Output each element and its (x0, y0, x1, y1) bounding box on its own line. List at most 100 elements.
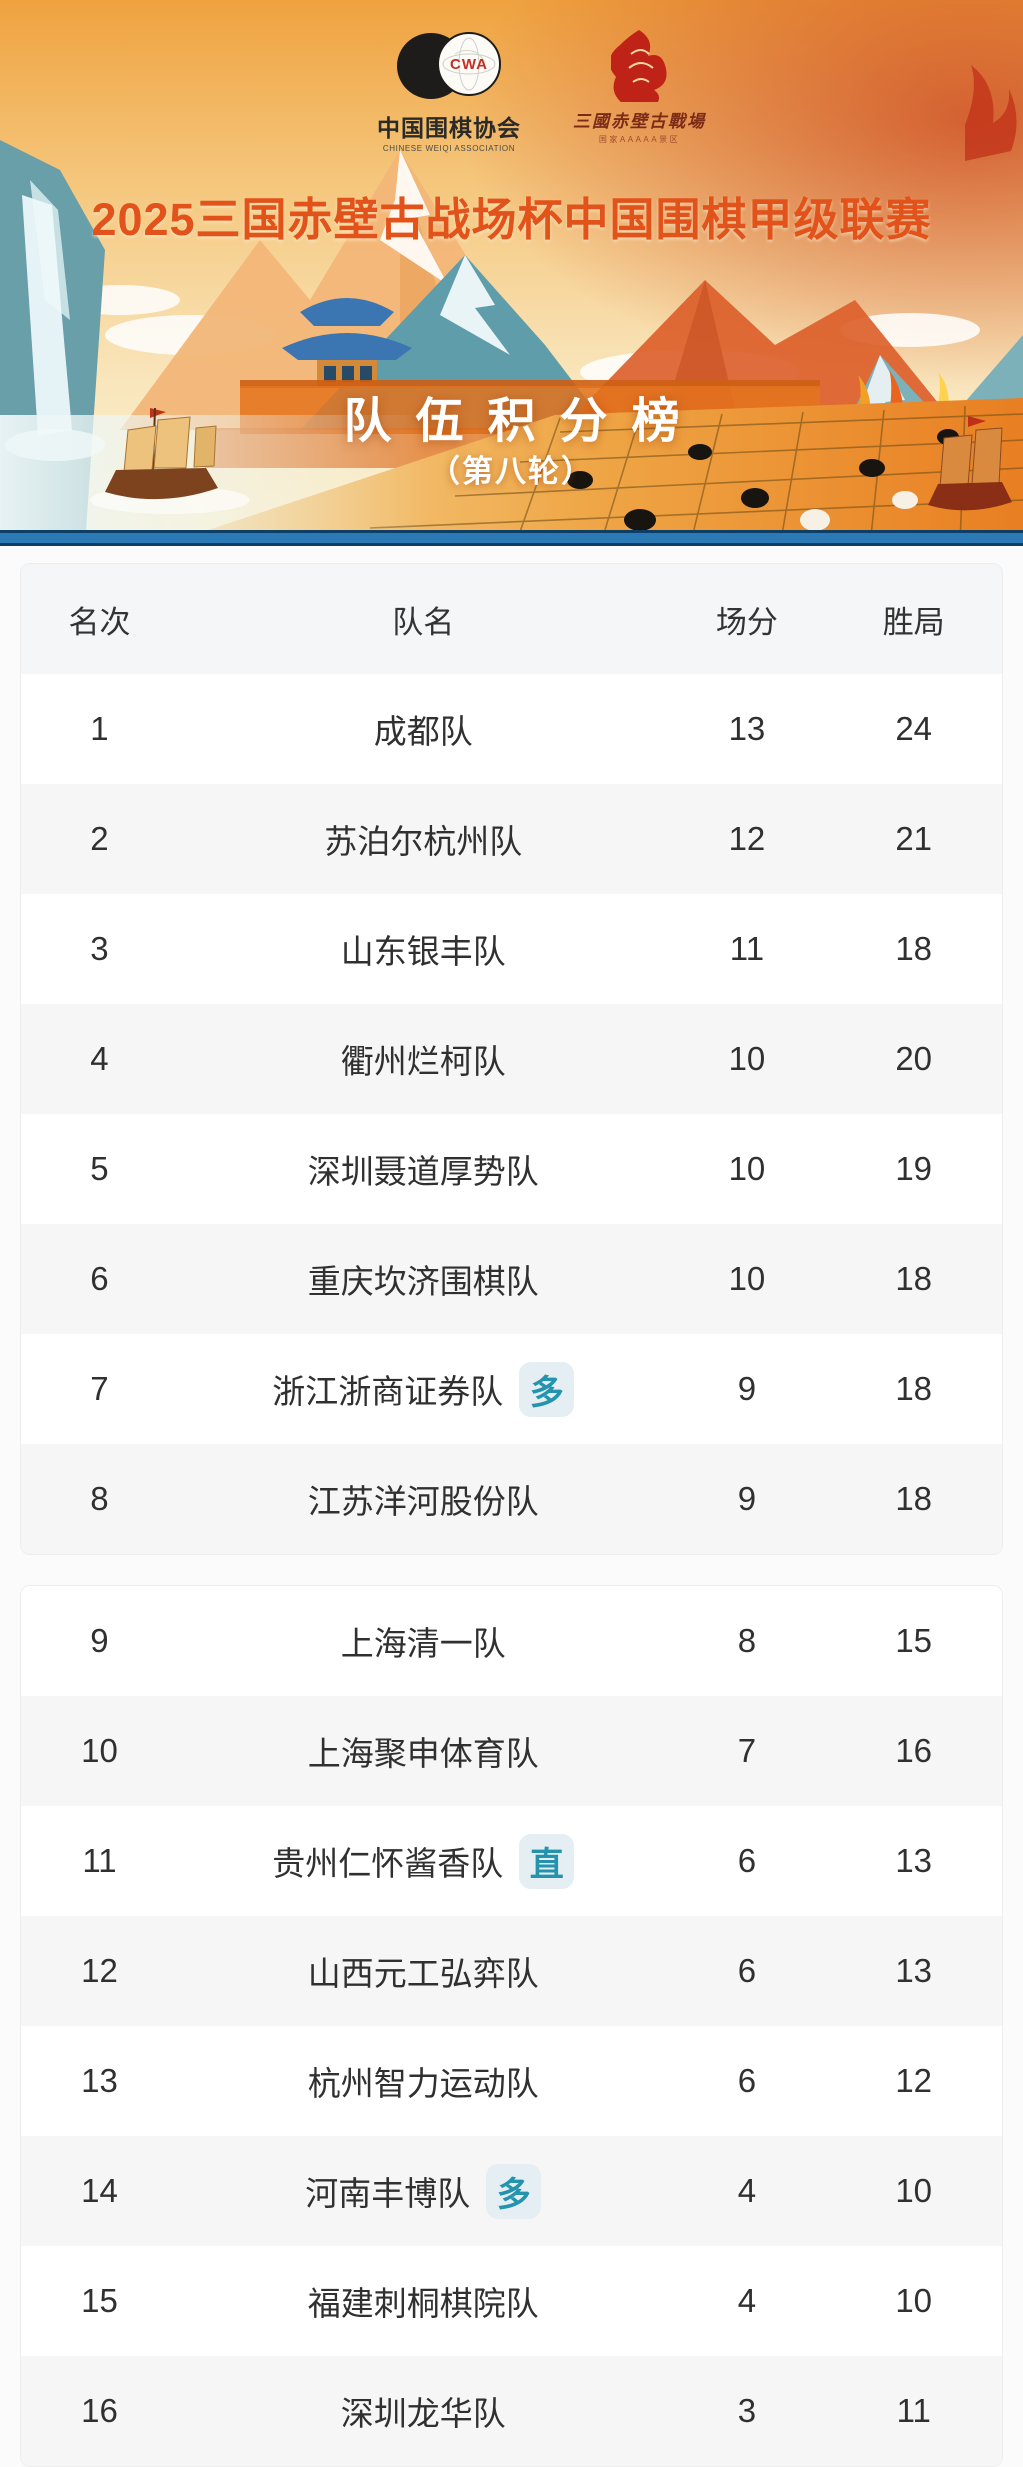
cwa-abbr: CWA (450, 55, 488, 73)
red-seal-icon (610, 30, 667, 102)
team-cell: 上海清一队 (178, 1617, 669, 1665)
rank-value: 9 (90, 1622, 109, 1659)
team-cell: 深圳龙华队 (178, 2387, 669, 2435)
team-cell: 重庆坎济围棋队 (178, 1255, 669, 1303)
standings-card-top: 名次 队名 场分 胜局 1 成都队 13 24 2 苏泊尔杭州队 12 21 3 山东银丰队 11 1… (20, 563, 1003, 1555)
score-value: 10 (728, 1150, 766, 1187)
wins-value: 18 (895, 1370, 933, 1407)
col-header-rank: 名次 (68, 604, 131, 640)
rank-value: 7 (90, 1370, 109, 1407)
cwa-name-en: CHINESE WEIQI ASSOCIATION (382, 144, 516, 153)
rank-value: 10 (81, 1732, 118, 1769)
col-header-score: 场分 (715, 604, 778, 640)
col-header-team: 队名 (392, 604, 455, 640)
score-value: 9 (737, 1370, 757, 1407)
standings-section: 名次 队名 场分 胜局 1 成都队 13 24 2 苏泊尔杭州队 12 21 3 山东银丰队 11 1… (0, 546, 1023, 2467)
event-title: 2025三国赤壁古战场杯中国围棋甲级联赛 (91, 194, 932, 245)
cwa-name-cn: 中国围棋协会 (377, 115, 521, 141)
team-name: 浙江浙商证券队 (272, 1373, 504, 1410)
event-header: CWA 中国围棋协会 CHINESE WEIQI ASSOCIATION 三國赤… (0, 0, 1023, 546)
standings-row-3: 3 山东银丰队 11 18 (21, 894, 1002, 1004)
wins-value: 13 (895, 1952, 933, 1989)
team-name: 重庆坎济围棋队 (307, 1263, 539, 1300)
cwa-go-stones-icon: CWA (397, 30, 501, 102)
standings-row-14: 14 河南丰博队多 4 10 (21, 2136, 1002, 2246)
team-cell: 河南丰博队多 (178, 2163, 669, 2219)
rank-value: 15 (81, 2282, 118, 2319)
wins-value: 10 (895, 2282, 933, 2319)
team-name: 山西元工弘弈队 (307, 1955, 539, 1992)
wins-value: 15 (895, 1622, 933, 1659)
table-header-row: 名次 队名 场分 胜局 (21, 564, 1002, 674)
standings-row-10: 10 上海聚申体育队 7 16 (21, 1696, 1002, 1806)
wins-value: 21 (895, 820, 933, 857)
logo-row: CWA 中国围棋协会 CHINESE WEIQI ASSOCIATION 三國赤… (30, 30, 1023, 153)
score-value: 13 (728, 710, 766, 747)
wins-value: 18 (895, 1260, 933, 1297)
rows-group-9-16: 9 上海清一队 8 15 10 上海聚申体育队 7 16 11 贵州仁怀酱香队直 6 13 12 山西元工… (21, 1586, 1002, 2466)
team-cell: 福建刺桐棋院队 (178, 2277, 669, 2325)
standings-row-1: 1 成都队 13 24 (21, 674, 1002, 784)
standings-row-5: 5 深圳聂道厚势队 10 19 (21, 1114, 1002, 1224)
wins-value: 11 (896, 2392, 931, 2429)
team-cell: 成都队 (178, 705, 669, 753)
team-cell: 山西元工弘弈队 (178, 1947, 669, 1995)
score-value: 7 (737, 1732, 757, 1769)
cwa-logo: CWA 中国围棋协会 CHINESE WEIQI ASSOCIATION (377, 30, 521, 153)
team-cell: 杭州智力运动队 (178, 2057, 669, 2105)
score-value: 9 (737, 1480, 757, 1517)
wins-value: 12 (895, 2062, 933, 2099)
team-name: 福建刺桐棋院队 (307, 2285, 539, 2322)
team-cell: 江苏洋河股份队 (178, 1475, 669, 1523)
score-value: 3 (737, 2392, 757, 2429)
rank-value: 8 (90, 1480, 109, 1517)
wins-value: 18 (895, 1480, 933, 1517)
rank-value: 3 (90, 930, 109, 967)
standings-row-6: 6 重庆坎济围棋队 10 18 (21, 1224, 1002, 1334)
rank-value: 14 (81, 2172, 118, 2209)
event-subtitle: 国家AAAAA景区 (598, 135, 681, 144)
team-badge: 多 (486, 2163, 542, 2219)
team-name: 深圳聂道厚势队 (307, 1153, 539, 1190)
score-value: 11 (729, 930, 765, 967)
team-badge: 直 (519, 1833, 575, 1889)
standings-card-bottom: 9 上海清一队 8 15 10 上海聚申体育队 7 16 11 贵州仁怀酱香队直 6 13 12 山西元工… (20, 1585, 1003, 2467)
score-value: 4 (737, 2172, 757, 2209)
standings-row-9: 9 上海清一队 8 15 (21, 1586, 1002, 1696)
event-logo: 三國赤壁古戰場 国家AAAAA景区 (573, 30, 706, 145)
standings-row-7: 7 浙江浙商证券队多 9 18 (21, 1334, 1002, 1444)
team-name: 山东银丰队 (340, 933, 506, 970)
standings-row-16: 16 深圳龙华队 3 11 (21, 2356, 1002, 2466)
score-value: 6 (737, 1952, 757, 1989)
rank-value: 4 (90, 1040, 109, 1077)
rank-value: 5 (90, 1150, 109, 1187)
team-name: 杭州智力运动队 (307, 2065, 539, 2102)
team-cell: 苏泊尔杭州队 (178, 815, 669, 863)
rank-value: 1 (90, 710, 109, 747)
team-name: 苏泊尔杭州队 (324, 823, 523, 860)
team-name: 贵州仁怀酱香队 (272, 1845, 504, 1882)
col-header-wins: 胜局 (882, 604, 945, 640)
team-name: 深圳龙华队 (340, 2395, 506, 2432)
rank-value: 13 (81, 2062, 118, 2099)
wins-value: 20 (895, 1040, 933, 1077)
score-value: 6 (737, 1842, 757, 1879)
team-cell: 上海聚申体育队 (178, 1727, 669, 1775)
wins-value: 13 (895, 1842, 933, 1879)
score-value: 10 (728, 1260, 766, 1297)
rank-value: 16 (81, 2392, 118, 2429)
team-badge: 多 (519, 1361, 575, 1417)
rank-value: 11 (82, 1842, 117, 1879)
team-name: 上海聚申体育队 (307, 1735, 539, 1772)
score-value: 4 (737, 2282, 757, 2319)
team-name: 河南丰博队 (305, 2175, 471, 2212)
wins-value: 10 (895, 2172, 933, 2209)
score-value: 6 (737, 2062, 757, 2099)
team-name: 衢州烂柯队 (340, 1043, 506, 1080)
team-cell: 衢州烂柯队 (178, 1035, 669, 1083)
team-cell: 浙江浙商证券队多 (178, 1361, 669, 1417)
rank-value: 6 (90, 1260, 109, 1297)
standings-row-4: 4 衢州烂柯队 10 20 (21, 1004, 1002, 1114)
standings-row-2: 2 苏泊尔杭州队 12 21 (21, 784, 1002, 894)
standings-row-13: 13 杭州智力运动队 6 12 (21, 2026, 1002, 2136)
